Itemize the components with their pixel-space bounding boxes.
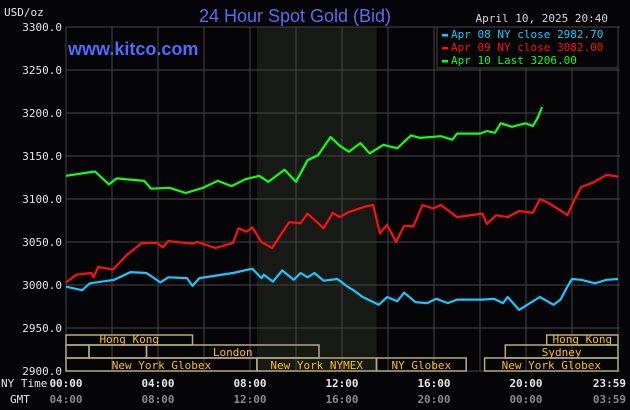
chart-datetime: April 10, 2025 20:40 [476, 12, 608, 25]
x-tick-label-gmt: 00:00 [509, 393, 542, 406]
site-watermark[interactable]: www.kitco.com [67, 39, 198, 59]
series-line-apr10 [65, 106, 544, 195]
session-label: Hong Kong [99, 333, 159, 346]
y-tick-label: 3150.0 [22, 150, 62, 163]
session-label: Hong Kong [553, 333, 613, 346]
legend-box [436, 26, 619, 69]
x-tick-label-ny: 08:00 [233, 377, 266, 390]
session-bar [375, 357, 467, 372]
x-tick-label-gmt: 12:00 [233, 393, 266, 406]
series-line-apr09 [65, 173, 619, 284]
x-tick-label-ny: 04:00 [141, 377, 174, 390]
y-tick-label: 2950.0 [22, 322, 62, 335]
chart-title: 24 Hour Spot Gold (Bid) [199, 6, 391, 26]
x-tick-label-ny: 16:00 [417, 377, 450, 390]
session-label: New York Globex [112, 359, 212, 372]
session-label: New York NYMEX [270, 359, 363, 372]
y-tick-label: 3200.0 [22, 107, 62, 120]
x-tick-label-ny: 23:59 [593, 377, 626, 390]
legend-entry: Apr 08 NY close 2982.70 [451, 28, 603, 41]
session-label: Sydney [542, 346, 582, 359]
session-bar [88, 344, 148, 359]
session-label: New York Globex [502, 359, 602, 372]
legend-entry: Apr 10 Last 3206.00 [451, 54, 577, 67]
x-tick-label-gmt: 08:00 [141, 393, 174, 406]
legend-entry: Apr 09 NY close 3082.00 [451, 41, 603, 54]
series-line-apr08 [65, 267, 619, 311]
x-tick-label-gmt: 20:00 [417, 393, 450, 406]
legend-swatch-apr09 [442, 47, 448, 50]
x-tick-label-ny: 20:00 [509, 377, 542, 390]
session-label: London [213, 346, 253, 359]
y-axis-unit: USD/oz [4, 6, 44, 19]
y-tick-label: 3050.0 [22, 236, 62, 249]
y-tick-label: 2900.0 [22, 365, 62, 378]
session-bar [483, 357, 619, 372]
x-tick-label-gmt: 04:00 [49, 393, 82, 406]
x-tick-label-gmt: 16:00 [325, 393, 358, 406]
y-tick-label: 3100.0 [22, 193, 62, 206]
session-label: NY Globex [392, 359, 452, 372]
x-axis-ny-label: NY Time [1, 377, 47, 390]
legend-swatch-apr08 [442, 34, 448, 37]
legend-swatch-apr10 [442, 60, 448, 63]
x-tick-label-ny: 00:00 [49, 377, 82, 390]
y-tick-label: 3300.0 [22, 21, 62, 34]
session-bar [65, 344, 90, 359]
x-tick-label-ny: 12:00 [325, 377, 358, 390]
x-axis-gmt-label: GMT [10, 393, 30, 406]
y-tick-label: 3000.0 [22, 279, 62, 292]
y-tick-label: 3250.0 [22, 64, 62, 77]
x-tick-label-gmt: 03:59 [593, 393, 626, 406]
